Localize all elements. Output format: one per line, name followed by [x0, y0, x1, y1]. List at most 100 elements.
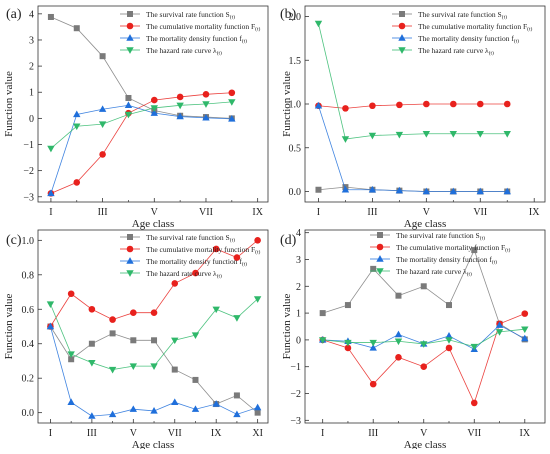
- y-tick-label: −3: [23, 192, 34, 203]
- data-point-cumulative: [450, 100, 457, 108]
- x-tick-label: III: [367, 207, 377, 218]
- data-point-density: [176, 112, 184, 120]
- data-point-survival: [109, 330, 116, 337]
- data-point-cumulative: [369, 102, 376, 110]
- data-point-cumulative: [212, 245, 220, 253]
- x-tick-label: I: [49, 428, 52, 439]
- panel-label: (d): [280, 233, 297, 248]
- data-point-hazard: [98, 121, 107, 129]
- series-hazard: [47, 99, 236, 153]
- data-point-cumulative: [67, 290, 75, 298]
- x-tick-label: I: [321, 428, 324, 439]
- x-tick-label: V: [420, 428, 428, 439]
- y-tick-label: 3: [29, 35, 34, 46]
- y-tick-label: 0.8: [22, 270, 35, 281]
- x-tick-label: VII: [467, 428, 481, 439]
- data-point-hazard: [314, 20, 323, 28]
- data-point-cumulative: [395, 354, 402, 361]
- data-point-density: [314, 101, 323, 109]
- data-point-hazard: [318, 337, 327, 344]
- data-point-cumulative: [130, 309, 137, 317]
- data-point-survival: [151, 337, 158, 344]
- series-density: [46, 322, 262, 419]
- data-point-hazard: [150, 105, 158, 112]
- data-point-density: [171, 398, 179, 406]
- legend: The survival rate function S(t)The cumul…: [120, 10, 261, 57]
- data-point-cumulative: [396, 101, 403, 109]
- plot-frame: [37, 5, 269, 203]
- data-point-survival: [370, 265, 377, 272]
- data-point-density: [67, 398, 75, 406]
- x-axis-title: Age class: [404, 439, 446, 449]
- data-point-cumulative: [88, 305, 96, 313]
- data-point-hazard: [422, 131, 431, 138]
- data-point-cumulative: [150, 96, 158, 104]
- data-point-hazard: [369, 339, 377, 347]
- legend: The survival rate function S(t)The cumul…: [120, 233, 261, 279]
- y-tick-label: 4: [296, 228, 301, 239]
- data-point-density: [150, 407, 158, 414]
- legend-marker-hazard: [126, 270, 134, 277]
- data-point-density: [129, 405, 138, 412]
- y-tick-label: 4: [29, 9, 34, 20]
- y-tick-label: 0: [296, 335, 301, 346]
- data-point-density: [395, 186, 404, 194]
- x-tick-label: III: [98, 207, 108, 218]
- y-tick-label: −3: [290, 416, 301, 427]
- data-point-hazard: [150, 363, 158, 371]
- data-point-hazard: [176, 102, 184, 110]
- data-point-hazard: [253, 296, 262, 303]
- data-point-cumulative: [99, 151, 106, 158]
- legend-label-density: The mortality density function f(t): [146, 257, 247, 268]
- legend-marker-density: [398, 34, 406, 41]
- data-point-cumulative: [228, 89, 236, 97]
- y-tick-label: 0: [29, 114, 34, 125]
- x-tick-label: XI: [252, 428, 263, 439]
- data-point-survival: [395, 292, 402, 299]
- data-point-density: [521, 334, 529, 342]
- data-point-hazard: [108, 366, 117, 374]
- data-point-cumulative: [176, 93, 184, 101]
- data-point-hazard: [228, 99, 236, 106]
- y-tick-label: 1: [296, 309, 301, 320]
- series-cumulative: [315, 100, 511, 112]
- data-point-hazard: [233, 315, 241, 322]
- data-point-density: [228, 114, 236, 122]
- data-point-hazard: [395, 131, 404, 139]
- series-density: [314, 101, 511, 195]
- y-tick-label: 0.6: [22, 305, 35, 316]
- plot-frame: [37, 229, 269, 424]
- data-point-hazard: [394, 338, 403, 346]
- data-point-density: [341, 185, 350, 193]
- series-cumulative: [47, 237, 261, 330]
- x-tick-label: VII: [473, 207, 487, 218]
- data-point-cumulative: [369, 380, 377, 388]
- data-point-density: [233, 410, 241, 418]
- x-tick-label: IX: [529, 207, 540, 218]
- data-point-density: [202, 113, 210, 121]
- data-point-hazard: [191, 332, 200, 340]
- data-point-hazard: [521, 326, 529, 334]
- series-line-hazard: [318, 23, 508, 140]
- legend-label-hazard: The hazard rate curve λ(t): [146, 46, 222, 57]
- legend-marker-density: [126, 34, 134, 41]
- legend-marker-survival: [377, 232, 383, 238]
- legend-marker-survival: [127, 234, 133, 240]
- series-hazard: [314, 20, 511, 143]
- legend-marker-hazard: [376, 268, 384, 275]
- legend-marker-survival: [399, 11, 405, 17]
- legend-label-hazard: The hazard rate curve λ(t): [418, 46, 494, 57]
- legend-label-cumulative: The cumulative mortality function F(t): [418, 22, 533, 33]
- y-axis-title: Function value: [281, 294, 293, 360]
- data-point-survival: [344, 302, 351, 309]
- legend-label-hazard: The hazard rate curve λ(t): [396, 267, 472, 278]
- legend-marker-cumulative: [376, 243, 384, 251]
- legend-label-density: The mortality density function f(t): [396, 255, 497, 266]
- legend-marker-hazard: [398, 47, 406, 54]
- y-tick-label: −1: [23, 140, 34, 151]
- x-axis-title: Age class: [132, 439, 174, 449]
- data-point-hazard: [46, 301, 55, 308]
